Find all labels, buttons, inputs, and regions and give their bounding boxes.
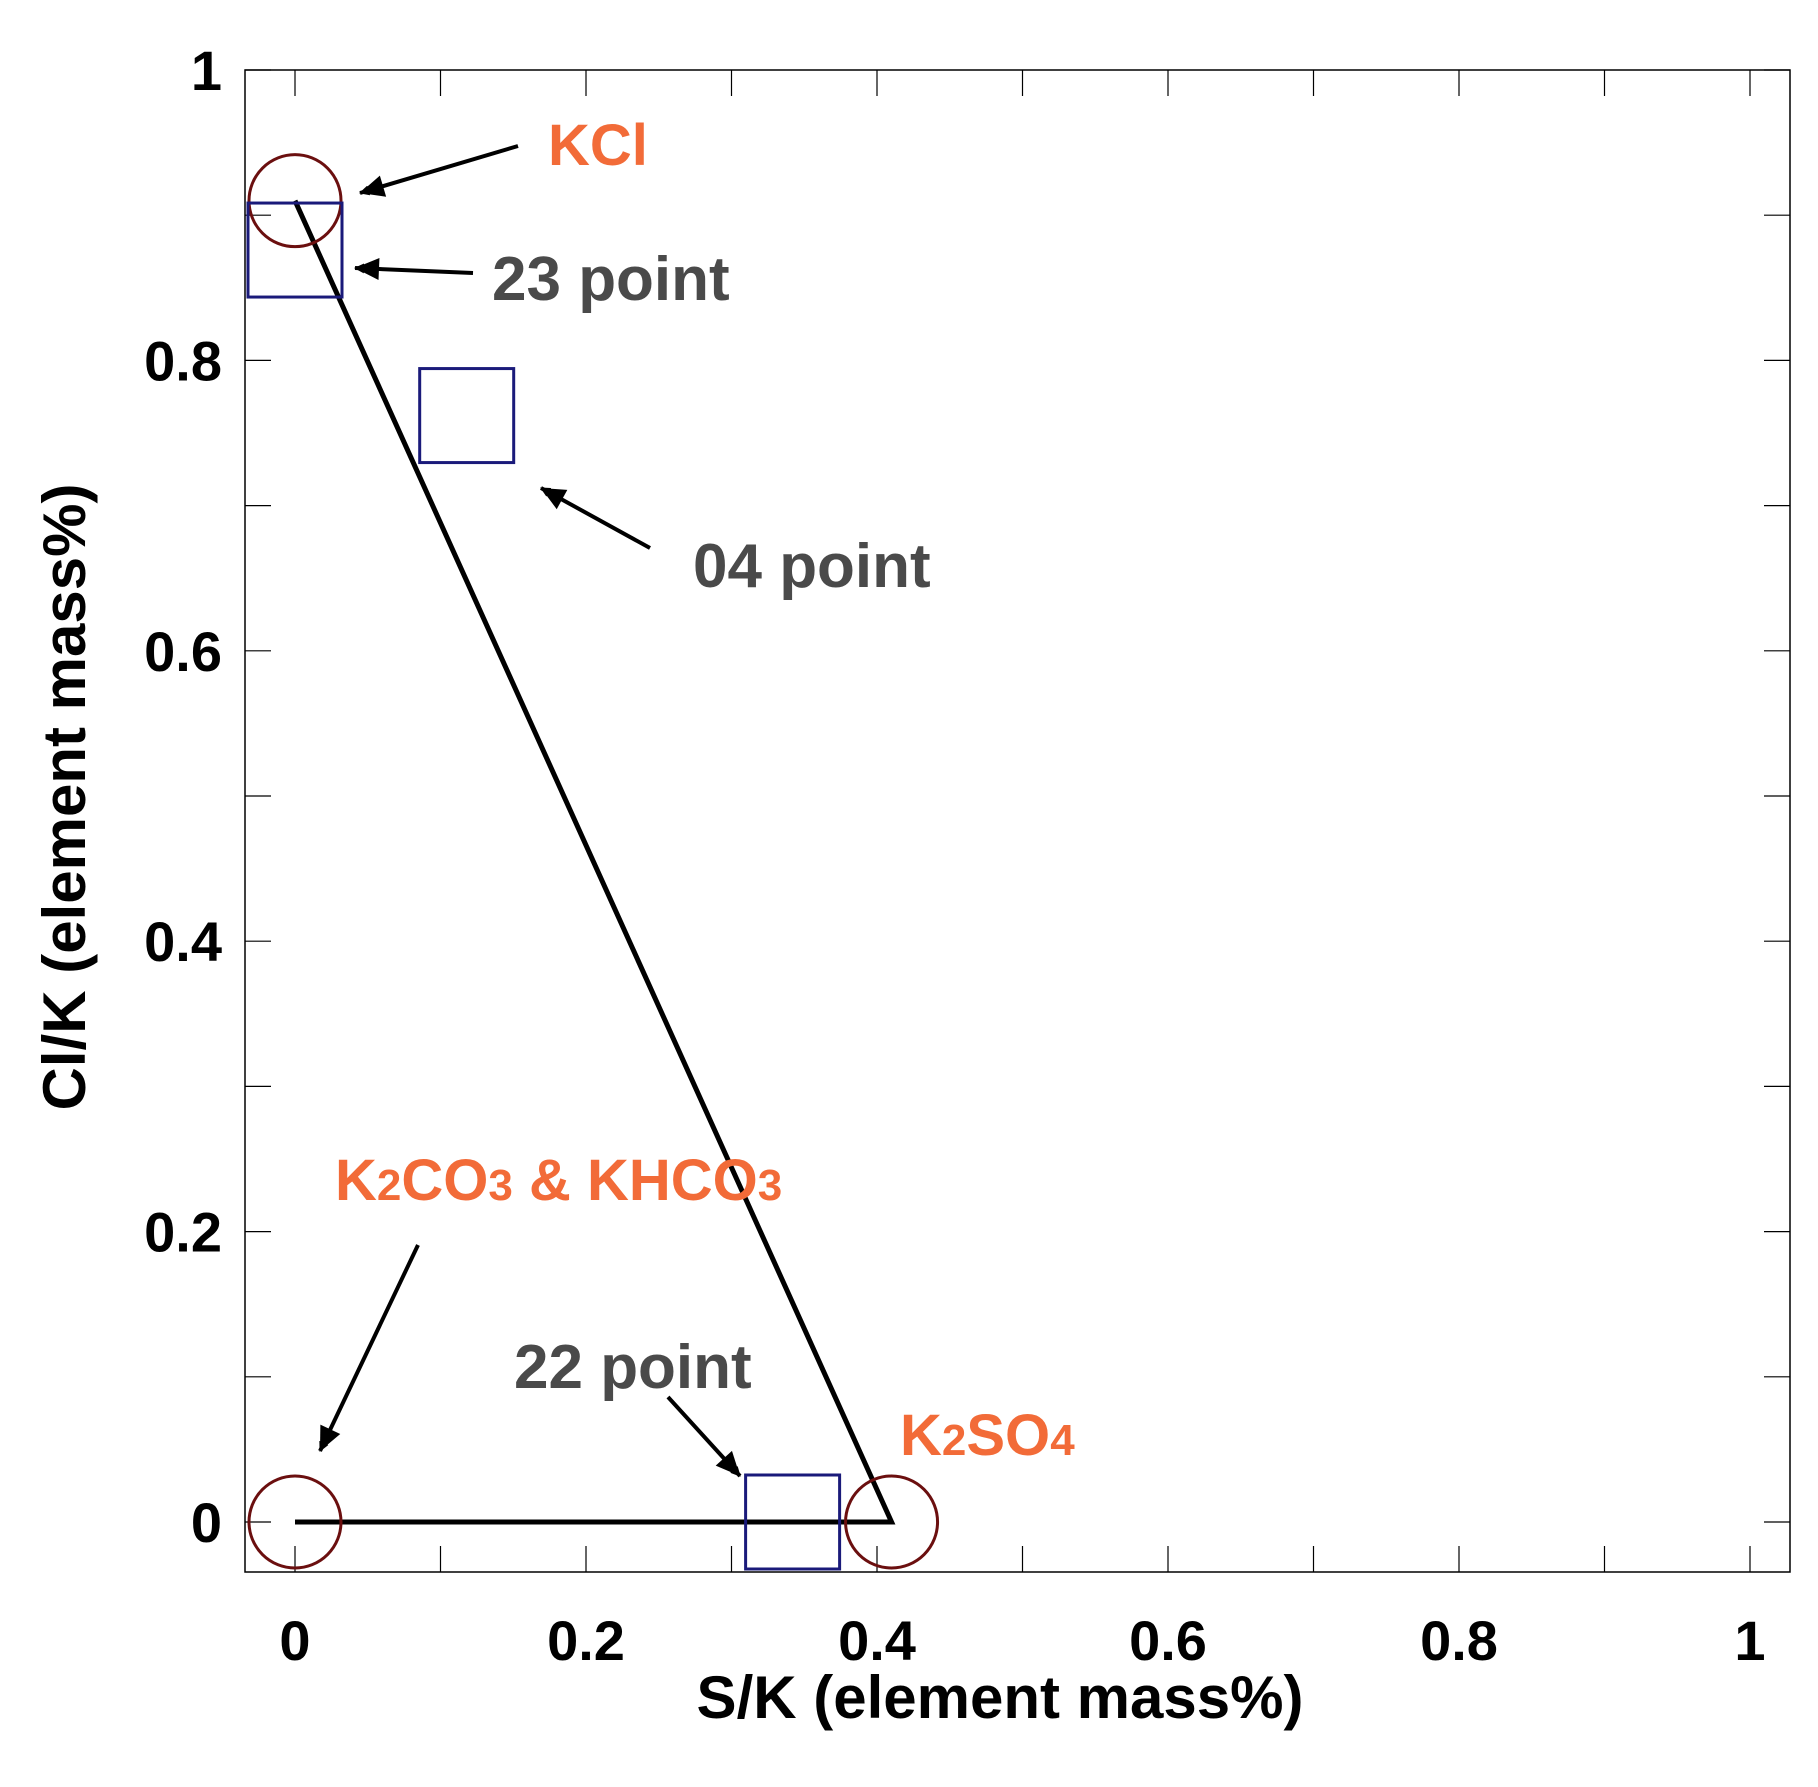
label-part: SO (966, 1403, 1050, 1468)
label-part: CO (401, 1148, 488, 1213)
plot-border (244, 69, 1791, 1573)
label-k2so4: K2SO4 (900, 1403, 1075, 1468)
y-tick-label: 0 (191, 1491, 222, 1554)
y-axis-label: Cl/K (element mass%) (31, 484, 98, 1111)
label-kcl: KCl (548, 113, 648, 178)
y-tick-label: 0.8 (144, 329, 222, 392)
label-part: K (900, 1403, 942, 1468)
label-part: K (335, 1148, 377, 1213)
label-part: KCl (548, 113, 648, 178)
label-part: & KHCO (513, 1148, 758, 1213)
label-04-point: 04 point (693, 532, 931, 601)
x-tick-label: 0.2 (547, 1609, 625, 1672)
measured-square (418, 367, 516, 465)
subscript: 3 (758, 1161, 782, 1210)
series (246, 153, 940, 1571)
subscript: 4 (1050, 1416, 1075, 1465)
label-23-point: 23 point (492, 245, 730, 314)
annotation-arrow (359, 144, 519, 196)
x-tick-label: 0 (279, 1609, 310, 1672)
x-axis-label: S/K (element mass%) (697, 1664, 1304, 1731)
x-tick-label: 0.8 (1420, 1609, 1498, 1672)
reference-circle (844, 1474, 940, 1570)
arrowhead (541, 488, 568, 510)
reference-circle (247, 153, 343, 249)
measured-square (744, 1473, 842, 1571)
reference-circle (247, 1474, 343, 1570)
tick-labels: 0 0.2 0.4 0.6 0.8 1 0 0.2 0.4 0.6 0.8 1 (144, 39, 1765, 1672)
subscript: 3 (488, 1161, 512, 1210)
triangle-line (292, 199, 896, 1525)
x-tick-label: 1 (1734, 1609, 1765, 1672)
label-part: 22 point (514, 1333, 752, 1402)
y-tick-label: 0.4 (144, 910, 222, 973)
subscript: 2 (377, 1161, 401, 1210)
arrowhead (355, 258, 380, 281)
x-tick-label: 0.4 (838, 1609, 916, 1672)
x-tick-label: 0.6 (1129, 1609, 1207, 1672)
y-tick-label: 0.6 (144, 620, 222, 683)
y-tick-label: 1 (191, 39, 222, 102)
axis-ticks (245, 69, 1790, 1572)
arrowhead (320, 1424, 341, 1451)
arrowhead (715, 1450, 740, 1476)
label-part: 23 point (492, 245, 730, 314)
plot-frame (244, 69, 1791, 1573)
label-part: 04 point (693, 532, 931, 601)
label-k2co3: K2CO3 & KHCO3 (335, 1148, 782, 1213)
y-tick-label: 0.2 (144, 1201, 222, 1264)
annotation-arrow (318, 1244, 420, 1452)
measured-square (246, 201, 344, 299)
label-22-point: 22 point (514, 1333, 752, 1402)
subscript: 2 (942, 1416, 966, 1465)
arrowhead (360, 175, 387, 197)
